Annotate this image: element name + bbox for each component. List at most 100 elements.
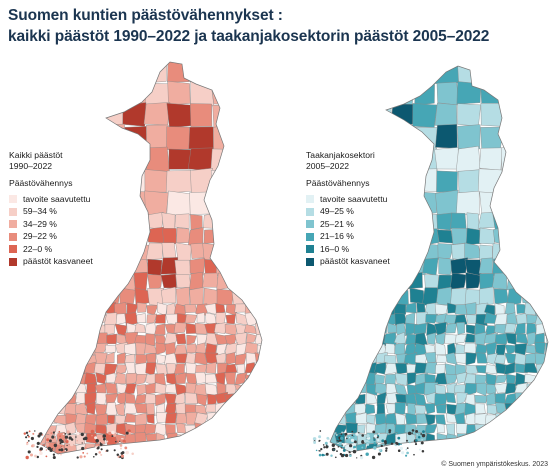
municipality-area: [508, 229, 524, 246]
legend-swatch: [306, 232, 314, 241]
island-mark: [25, 431, 29, 434]
municipality-area: [135, 374, 148, 385]
municipality-area: [514, 322, 526, 336]
municipality-area: [194, 322, 208, 335]
municipality-area: [465, 227, 482, 246]
municipality-area: [160, 286, 177, 304]
island-mark: [320, 448, 323, 451]
municipality-area: [124, 312, 138, 327]
island-mark: [369, 430, 372, 433]
municipality-area: [155, 393, 167, 407]
municipality-area: [396, 289, 409, 306]
municipality-area: [346, 323, 355, 336]
municipality-area: [376, 391, 387, 406]
municipality-area: [504, 403, 516, 414]
municipality-area: [450, 212, 467, 230]
municipality-area: [434, 442, 446, 452]
municipality-area: [546, 191, 548, 216]
municipality-area: [344, 302, 359, 315]
municipality-area: [436, 170, 458, 193]
municipality-area: [330, 311, 337, 325]
municipality-area: [535, 404, 547, 414]
island-mark: [106, 449, 109, 452]
island-mark: [52, 455, 56, 460]
island-mark: [32, 432, 35, 435]
island-mark: [82, 451, 85, 454]
municipality-area: [330, 286, 342, 306]
municipality-area: [391, 80, 415, 107]
municipality-area: [346, 125, 372, 148]
island-mark: [411, 432, 414, 434]
island-mark: [125, 431, 129, 435]
island-mark: [120, 454, 125, 458]
municipality-area: [479, 191, 501, 215]
island-mark: [64, 435, 69, 439]
municipality-area: [444, 363, 457, 376]
island-mark: [381, 439, 385, 443]
municipality-area: [464, 333, 476, 343]
municipality-area: [534, 273, 548, 291]
municipality-area: [215, 303, 226, 315]
municipality-area: [422, 214, 440, 231]
island-mark: [406, 447, 409, 449]
municipality-area: [368, 66, 391, 82]
island-mark: [100, 448, 103, 451]
municipality-area: [330, 402, 339, 414]
legend-item: 49–25 %: [306, 206, 390, 219]
island-mark: [315, 449, 318, 452]
municipality-area: [173, 322, 188, 334]
island-mark: [361, 434, 364, 437]
municipality-area: [347, 103, 372, 129]
municipality-area: [457, 169, 481, 193]
island-mark: [54, 431, 58, 435]
municipality-area: [505, 443, 519, 452]
municipality-area: [330, 362, 338, 376]
municipality-area: [536, 256, 548, 274]
municipality-area: [184, 314, 198, 324]
island-mark: [377, 439, 380, 442]
municipality-area: [544, 423, 548, 434]
municipality-area: [345, 412, 357, 424]
island-mark: [90, 429, 95, 434]
municipality-area: [466, 324, 476, 335]
island-mark: [37, 434, 41, 438]
island-mark: [48, 439, 52, 443]
municipality-area: [474, 394, 489, 404]
island-mark: [39, 451, 43, 455]
island-mark: [37, 440, 40, 443]
municipality-area: [345, 362, 357, 375]
municipality-area: [412, 147, 438, 173]
municipality-area: [357, 424, 366, 434]
municipality-area: [347, 80, 369, 105]
island-mark: [34, 454, 37, 458]
municipality-area: [525, 443, 538, 452]
municipality-area: [334, 372, 346, 386]
municipality-area: [515, 333, 529, 344]
island-mark: [62, 433, 65, 436]
municipality-area: [105, 402, 117, 416]
municipality-area: [330, 414, 338, 426]
municipality-area: [545, 332, 548, 344]
island-mark: [127, 429, 131, 433]
municipality-area: [425, 314, 439, 324]
municipality-area: [505, 422, 518, 435]
municipality-area: [146, 413, 155, 424]
island-mark: [349, 454, 352, 457]
municipality-area: [405, 302, 417, 314]
island-mark: [340, 447, 343, 449]
municipality-area: [466, 212, 480, 231]
municipality-area: [505, 432, 517, 444]
municipality-area: [536, 444, 548, 452]
island-mark: [338, 441, 342, 446]
island-mark: [342, 444, 345, 448]
island-mark: [112, 433, 117, 437]
municipality-area: [392, 125, 414, 151]
municipality-area: [425, 433, 436, 446]
island-mark: [348, 437, 351, 439]
municipality-area: [436, 423, 445, 434]
island-mark: [52, 431, 56, 434]
municipality-area: [436, 212, 452, 231]
municipality-area: [145, 403, 155, 417]
municipality-area: [425, 452, 438, 462]
municipality-area: [334, 402, 347, 414]
